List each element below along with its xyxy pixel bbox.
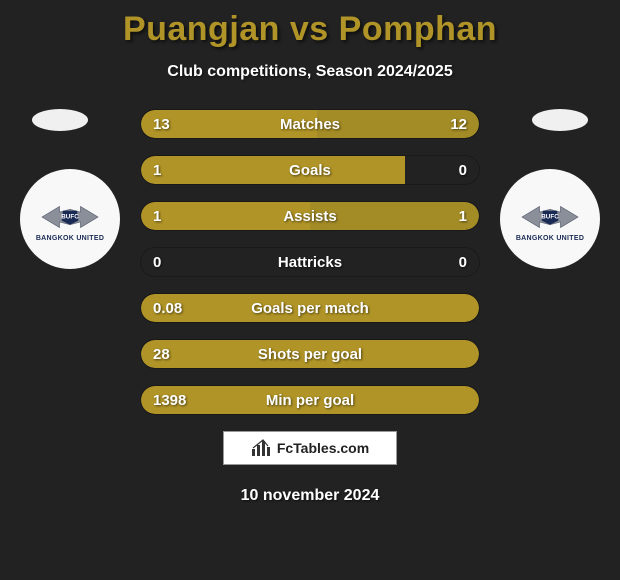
stat-label: Min per goal <box>141 386 479 415</box>
comparison-subtitle: Club competitions, Season 2024/2025 <box>0 63 620 81</box>
stat-label: Hattricks <box>141 248 479 277</box>
stat-value-left: 0.08 <box>153 294 182 323</box>
bars-icon <box>251 439 273 457</box>
club-wings-icon: BUFC <box>515 197 585 237</box>
stat-label: Goals <box>141 156 479 185</box>
stat-value-left: 13 <box>153 110 170 139</box>
stat-row: Assists1 1 <box>140 201 480 231</box>
stat-value-right: 0 <box>459 156 467 185</box>
site-logo-text: FcTables.com <box>277 440 369 456</box>
stat-value-right: 12 <box>450 110 467 139</box>
stat-row: Matches13 12 <box>140 109 480 139</box>
stat-value-right: 1 <box>459 202 467 231</box>
stat-row: Hattricks0 0 <box>140 247 480 277</box>
stat-label: Goals per match <box>141 294 479 323</box>
player-avatar-left <box>32 109 88 131</box>
stat-bars-container: Matches1312Goals10Assists11Hattricks00Go… <box>140 109 480 415</box>
stat-value-left: 28 <box>153 340 170 369</box>
stat-label: Shots per goal <box>141 340 479 369</box>
stat-row: Min per goal1398 <box>140 385 480 415</box>
stat-value-left: 0 <box>153 248 161 277</box>
stat-value-left: 1 <box>153 202 161 231</box>
stat-row: Shots per goal28 <box>140 339 480 369</box>
club-name-left: BANGKOK UNITED <box>36 235 104 242</box>
svg-text:BUFC: BUFC <box>61 213 79 220</box>
stat-label: Matches <box>141 110 479 139</box>
site-logo[interactable]: FcTables.com <box>223 431 397 465</box>
club-badge-right: BUFC BANGKOK UNITED <box>500 169 600 269</box>
snapshot-date: 10 november 2024 <box>0 487 620 505</box>
stat-row: Goals1 0 <box>140 155 480 185</box>
stat-value-left: 1398 <box>153 386 186 415</box>
stat-value-right: 0 <box>459 248 467 277</box>
stat-label: Assists <box>141 202 479 231</box>
club-name-right: BANGKOK UNITED <box>516 235 584 242</box>
club-badge-left: BUFC BANGKOK UNITED <box>20 169 120 269</box>
player-avatar-right <box>532 109 588 131</box>
club-wings-icon: BUFC <box>35 197 105 237</box>
comparison-title: Puangjan vs Pomphan <box>0 0 620 49</box>
comparison-arena: BUFC BANGKOK UNITED BUFC BANGKOK UNITED … <box>0 109 620 415</box>
svg-text:BUFC: BUFC <box>541 213 559 220</box>
stat-value-left: 1 <box>153 156 161 185</box>
stat-row: Goals per match0.08 <box>140 293 480 323</box>
